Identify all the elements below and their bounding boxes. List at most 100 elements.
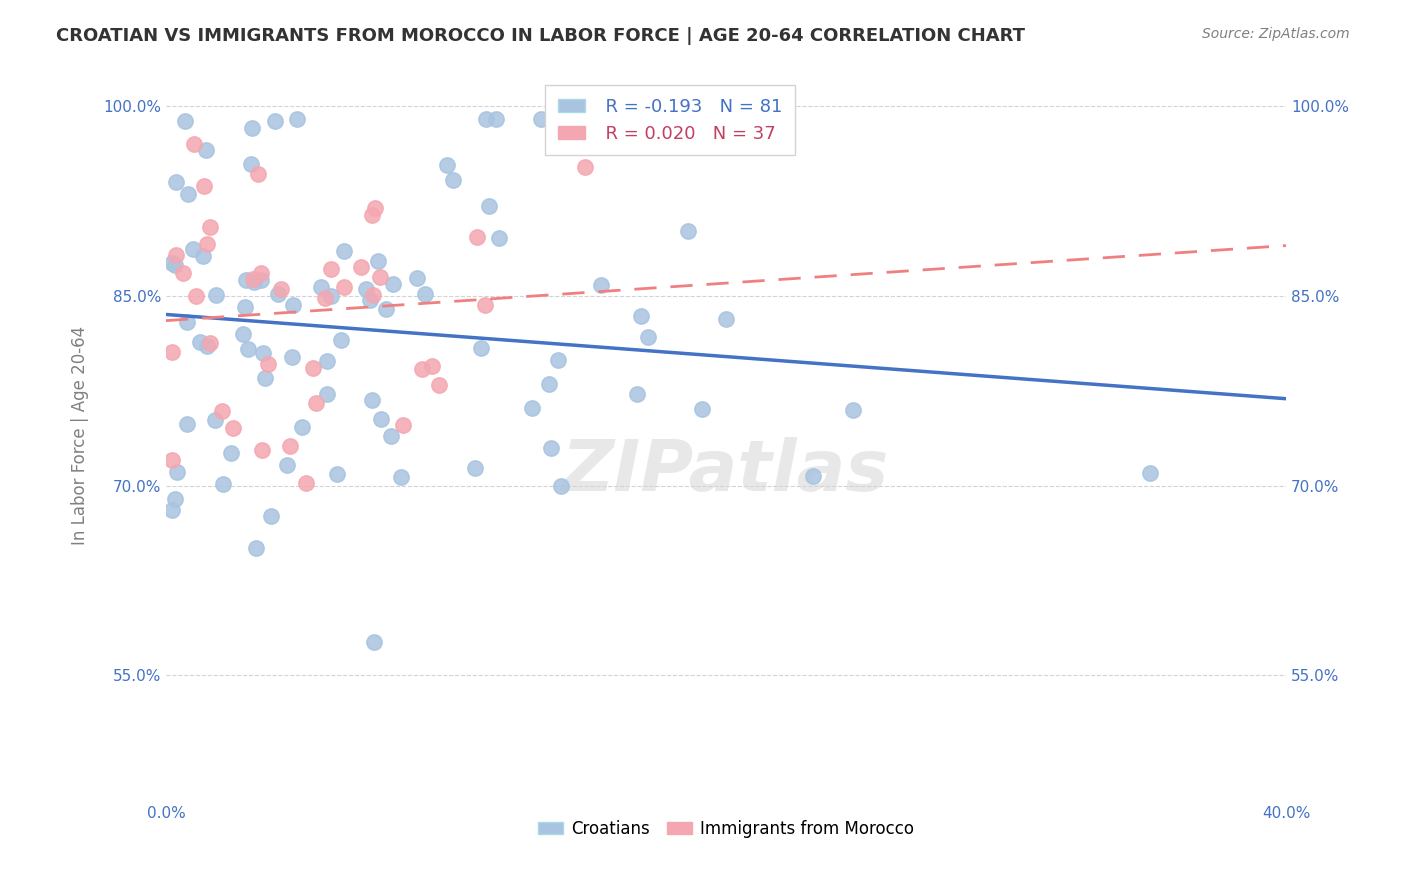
Point bbox=[309, 279, 332, 293]
Point bbox=[359, 293, 381, 307]
Point bbox=[550, 479, 572, 493]
Point bbox=[166, 466, 188, 480]
Point bbox=[243, 275, 266, 289]
Point bbox=[253, 371, 276, 385]
Point bbox=[626, 387, 648, 401]
Point bbox=[232, 327, 254, 342]
Point bbox=[714, 311, 737, 326]
Point bbox=[172, 266, 194, 280]
Point bbox=[198, 335, 221, 350]
Point bbox=[278, 439, 301, 453]
Legend: Croatians, Immigrants from Morocco: Croatians, Immigrants from Morocco bbox=[531, 814, 921, 845]
Point bbox=[591, 277, 613, 292]
Point bbox=[176, 315, 198, 329]
Point bbox=[197, 338, 219, 352]
Point bbox=[236, 342, 259, 356]
Point bbox=[354, 283, 377, 297]
Point bbox=[160, 256, 183, 270]
Point bbox=[305, 396, 328, 410]
Point bbox=[291, 419, 314, 434]
Point bbox=[474, 298, 496, 312]
Point bbox=[188, 334, 211, 349]
Point bbox=[392, 417, 415, 432]
Point bbox=[294, 476, 316, 491]
Point bbox=[332, 280, 354, 294]
Point bbox=[302, 361, 325, 376]
Point bbox=[177, 186, 200, 201]
Point bbox=[389, 469, 412, 483]
Point bbox=[314, 291, 336, 305]
Point bbox=[270, 282, 292, 296]
Point bbox=[235, 273, 257, 287]
Point bbox=[406, 271, 429, 285]
Point bbox=[319, 262, 342, 277]
Point bbox=[173, 114, 195, 128]
Point bbox=[246, 167, 269, 181]
Point bbox=[547, 353, 569, 368]
Point bbox=[413, 286, 436, 301]
Point bbox=[250, 266, 273, 280]
Point bbox=[204, 288, 226, 302]
Point bbox=[676, 224, 699, 238]
Point bbox=[165, 175, 187, 189]
Text: CROATIAN VS IMMIGRANTS FROM MOROCCO IN LABOR FORCE | AGE 20-64 CORRELATION CHART: CROATIAN VS IMMIGRANTS FROM MOROCCO IN L… bbox=[56, 27, 1025, 45]
Point bbox=[285, 112, 308, 126]
Point bbox=[315, 387, 337, 401]
Point bbox=[540, 441, 562, 455]
Point bbox=[280, 350, 302, 364]
Point bbox=[181, 242, 204, 256]
Point bbox=[239, 156, 262, 170]
Text: Source: ZipAtlas.com: Source: ZipAtlas.com bbox=[1202, 27, 1350, 41]
Point bbox=[441, 173, 464, 187]
Point bbox=[165, 248, 187, 262]
Point bbox=[361, 208, 384, 222]
Point bbox=[257, 357, 280, 371]
Point bbox=[330, 333, 353, 347]
Point bbox=[465, 229, 488, 244]
Point bbox=[266, 287, 288, 301]
Point bbox=[191, 248, 214, 262]
Point bbox=[186, 288, 208, 302]
Point bbox=[212, 476, 235, 491]
Point bbox=[160, 452, 183, 467]
Point bbox=[326, 467, 349, 481]
Point bbox=[363, 635, 385, 649]
Point bbox=[250, 273, 273, 287]
Point bbox=[240, 121, 263, 136]
Point bbox=[574, 160, 596, 174]
Point bbox=[690, 401, 713, 416]
Point bbox=[316, 354, 339, 368]
Point bbox=[245, 541, 267, 555]
Point bbox=[160, 345, 183, 359]
Point bbox=[221, 420, 243, 434]
Point bbox=[1139, 466, 1161, 480]
Point bbox=[263, 114, 285, 128]
Point bbox=[195, 143, 218, 157]
Point bbox=[370, 411, 392, 425]
Point bbox=[252, 346, 274, 360]
Point bbox=[364, 202, 387, 216]
Point bbox=[475, 112, 498, 126]
Point bbox=[165, 259, 187, 273]
Point bbox=[276, 458, 298, 472]
Point bbox=[381, 277, 404, 291]
Point bbox=[427, 377, 450, 392]
Point bbox=[332, 244, 354, 259]
Point bbox=[478, 199, 501, 213]
Point bbox=[360, 392, 382, 407]
Point bbox=[183, 137, 205, 152]
Point bbox=[160, 503, 183, 517]
Point bbox=[163, 491, 186, 506]
Point bbox=[361, 287, 384, 301]
Point bbox=[375, 302, 398, 317]
Point bbox=[488, 230, 510, 244]
Point bbox=[464, 461, 486, 475]
Point bbox=[193, 179, 215, 194]
Point bbox=[200, 219, 222, 234]
Point bbox=[283, 298, 305, 312]
Point bbox=[321, 288, 343, 302]
Point bbox=[630, 310, 652, 324]
Point bbox=[842, 403, 865, 417]
Point bbox=[436, 158, 458, 172]
Point bbox=[368, 269, 391, 284]
